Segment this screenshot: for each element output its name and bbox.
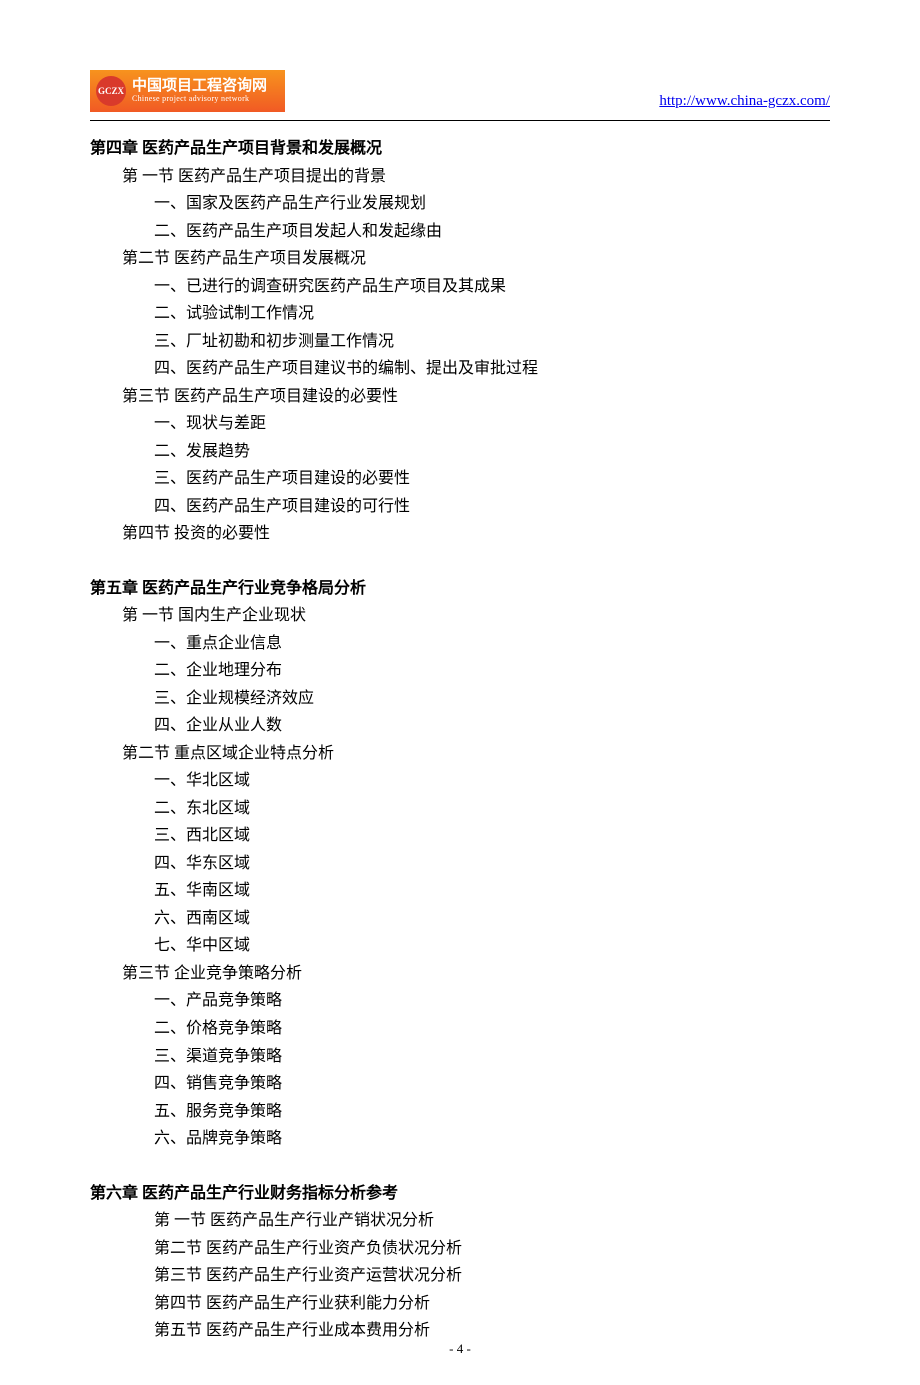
ch5-s1-item: 一、重点企业信息: [90, 630, 830, 658]
ch6-section: 第二节 医药产品生产行业资产负债状况分析: [90, 1235, 830, 1263]
logo-text-block: 中国项目工程咨询网 Chinese project advisory netwo…: [132, 78, 267, 103]
ch5-s1-item: 四、企业从业人数: [90, 712, 830, 740]
page-header: GCZX 中国项目工程咨询网 Chinese project advisory …: [90, 70, 830, 112]
ch5-section3-title: 第三节 企业竞争策略分析: [90, 960, 830, 988]
page-number: - 4 -: [0, 1341, 920, 1357]
ch4-s3-item: 三、医药产品生产项目建设的必要性: [90, 465, 830, 493]
logo-english-name: Chinese project advisory network: [132, 95, 267, 104]
ch4-section4-title: 第四节 投资的必要性: [90, 520, 830, 548]
section-spacer: [90, 548, 830, 575]
document-page: GCZX 中国项目工程咨询网 Chinese project advisory …: [0, 0, 920, 1385]
logo-badge-icon: GCZX: [96, 76, 126, 106]
ch5-s3-item: 一、产品竞争策略: [90, 987, 830, 1015]
ch4-s2-item: 一、已进行的调查研究医药产品生产项目及其成果: [90, 273, 830, 301]
ch4-s3-item: 二、发展趋势: [90, 438, 830, 466]
ch5-section2-title: 第二节 重点区域企业特点分析: [90, 740, 830, 768]
ch5-s2-item: 四、华东区域: [90, 850, 830, 878]
chapter5-title: 第五章 医药产品生产行业竞争格局分析: [90, 575, 830, 603]
header-divider: [90, 120, 830, 121]
ch5-s2-item: 一、华北区域: [90, 767, 830, 795]
document-content: 第四章 医药产品生产项目背景和发展概况 第 一节 医药产品生产项目提出的背景 一…: [90, 135, 830, 1345]
ch5-s3-item: 六、品牌竞争策略: [90, 1125, 830, 1153]
ch6-section: 第三节 医药产品生产行业资产运营状况分析: [90, 1262, 830, 1290]
logo-chinese-name: 中国项目工程咨询网: [132, 78, 267, 95]
ch4-s2-item: 三、厂址初勘和初步测量工作情况: [90, 328, 830, 356]
ch5-s2-item: 三、西北区域: [90, 822, 830, 850]
ch5-s2-item: 二、东北区域: [90, 795, 830, 823]
ch5-s2-item: 六、西南区域: [90, 905, 830, 933]
ch4-section3-title: 第三节 医药产品生产项目建设的必要性: [90, 383, 830, 411]
section-spacer: [90, 1153, 830, 1180]
ch6-section: 第四节 医药产品生产行业获利能力分析: [90, 1290, 830, 1318]
ch4-s1-item: 二、医药产品生产项目发起人和发起缘由: [90, 218, 830, 246]
ch5-s3-item: 三、渠道竞争策略: [90, 1043, 830, 1071]
site-logo: GCZX 中国项目工程咨询网 Chinese project advisory …: [90, 70, 285, 112]
ch6-section: 第 一节 医药产品生产行业产销状况分析: [90, 1207, 830, 1235]
ch5-s3-item: 四、销售竞争策略: [90, 1070, 830, 1098]
ch5-s2-item: 七、华中区域: [90, 932, 830, 960]
header-url-link[interactable]: http://www.china-gczx.com/: [659, 93, 830, 112]
ch5-section1-title: 第 一节 国内生产企业现状: [90, 602, 830, 630]
ch4-section2-title: 第二节 医药产品生产项目发展概况: [90, 245, 830, 273]
ch5-s2-item: 五、华南区域: [90, 877, 830, 905]
ch4-s2-item: 四、医药产品生产项目建议书的编制、提出及审批过程: [90, 355, 830, 383]
ch4-s3-item: 四、医药产品生产项目建设的可行性: [90, 493, 830, 521]
chapter4-title: 第四章 医药产品生产项目背景和发展概况: [90, 135, 830, 163]
ch5-s1-item: 三、企业规模经济效应: [90, 685, 830, 713]
chapter6-title: 第六章 医药产品生产行业财务指标分析参考: [90, 1180, 830, 1208]
ch5-s3-item: 五、服务竞争策略: [90, 1098, 830, 1126]
ch4-s3-item: 一、现状与差距: [90, 410, 830, 438]
ch5-s3-item: 二、价格竞争策略: [90, 1015, 830, 1043]
ch5-s1-item: 二、企业地理分布: [90, 657, 830, 685]
ch4-s1-item: 一、国家及医药产品生产行业发展规划: [90, 190, 830, 218]
ch4-s2-item: 二、试验试制工作情况: [90, 300, 830, 328]
ch4-section1-title: 第 一节 医药产品生产项目提出的背景: [90, 163, 830, 191]
